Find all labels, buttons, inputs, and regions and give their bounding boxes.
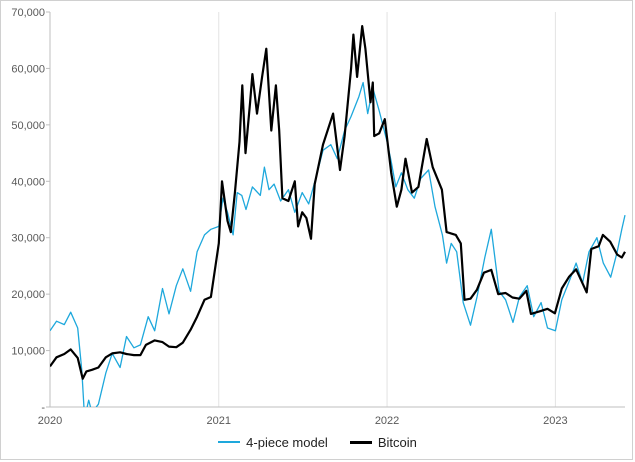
x-tick-label: 2023 [543,415,567,427]
x-tick-label: 2022 [375,415,399,427]
y-tick-label: 20,000 [11,289,45,301]
legend-label-bitcoin: Bitcoin [377,434,417,450]
x-tick-labels: 2020 2021 2022 2023 [38,415,568,427]
y-tick-label: 30,000 [11,233,45,245]
legend-swatch-bitcoin [349,440,372,444]
legend: 4-piece model Bitcoin [0,432,635,452]
series-line-bitcoin [50,25,626,380]
x-tick-label: 2020 [38,415,62,427]
legend-swatch-model [218,441,241,443]
series-layer [50,25,626,407]
y-tick-label: 10,000 [11,346,45,358]
x-tick-label: 2021 [207,415,231,427]
vertical-gridlines [218,12,556,407]
y-tick-label: - [41,402,45,414]
axes [46,11,625,408]
legend-item-bitcoin: Bitcoin [349,434,417,450]
y-tick-label: 70,000 [11,7,45,19]
legend-label-model: 4-piece model [246,434,328,450]
y-tick-label: 40,000 [11,176,45,188]
y-tick-labels: - 10,000 20,000 30,000 40,000 50,000 60,000 70,… [11,7,45,414]
legend-item-model: 4-piece model [218,435,328,450]
y-tick-label: 50,000 [11,120,45,132]
series-line-model [50,81,626,407]
y-tick-label: 60,000 [11,63,45,75]
